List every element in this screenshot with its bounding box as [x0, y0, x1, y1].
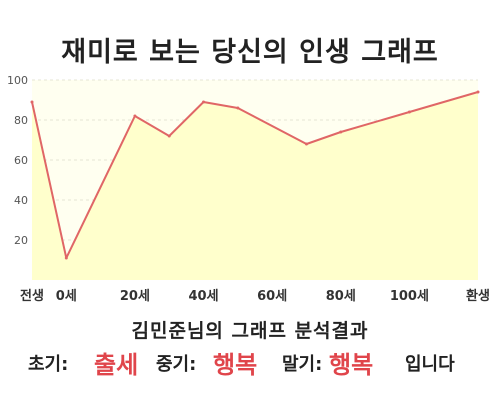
x-tick-label: 전생	[20, 288, 44, 304]
data-point	[64, 256, 68, 260]
data-points	[30, 90, 480, 260]
y-tick-label: 80	[14, 114, 28, 127]
mid-label: 중기:	[156, 354, 197, 375]
x-tick-label: 40세	[189, 289, 219, 304]
data-point	[167, 134, 171, 138]
early-value: 출세	[94, 351, 139, 379]
x-tick-label: 0세	[56, 289, 77, 304]
data-point	[339, 130, 343, 134]
x-tick-label: 100세	[390, 289, 429, 304]
data-point	[407, 110, 411, 114]
data-point	[476, 90, 480, 94]
x-tick-label: 환생	[466, 288, 490, 304]
data-point	[30, 100, 34, 104]
series-area	[32, 92, 478, 280]
data-point	[236, 106, 240, 110]
y-tick-label: 40	[14, 194, 28, 207]
y-tick-label: 60	[14, 154, 28, 167]
chart-title: 재미로 보는 당신의 인생 그래프	[61, 37, 439, 68]
data-point	[202, 100, 206, 104]
result-line: 초기: 출세 중기: 행복 말기: 행복 입니다	[0, 349, 500, 381]
x-tick-label: 20세	[120, 289, 150, 304]
analysis-title: 김민준님의 그래프 분석결과	[131, 320, 369, 342]
y-tick-label: 20	[14, 234, 28, 247]
y-tick-label: 100	[7, 74, 28, 87]
data-point	[304, 142, 308, 146]
late-label: 말기:	[282, 354, 323, 375]
data-point	[133, 114, 137, 118]
x-axis-ticks: 전생 0세 20세 40세 60세 80세 100세 환생	[20, 288, 490, 304]
x-tick-label: 60세	[257, 289, 287, 304]
mid-value: 행복	[213, 351, 258, 379]
series-line	[31, 91, 479, 259]
early-label: 초기:	[28, 354, 69, 375]
y-axis-ticks: 20 40 60 80 100	[7, 74, 28, 247]
x-tick-label: 80세	[326, 289, 356, 304]
suffix-text: 입니다	[405, 354, 455, 375]
late-value: 행복	[329, 351, 374, 379]
